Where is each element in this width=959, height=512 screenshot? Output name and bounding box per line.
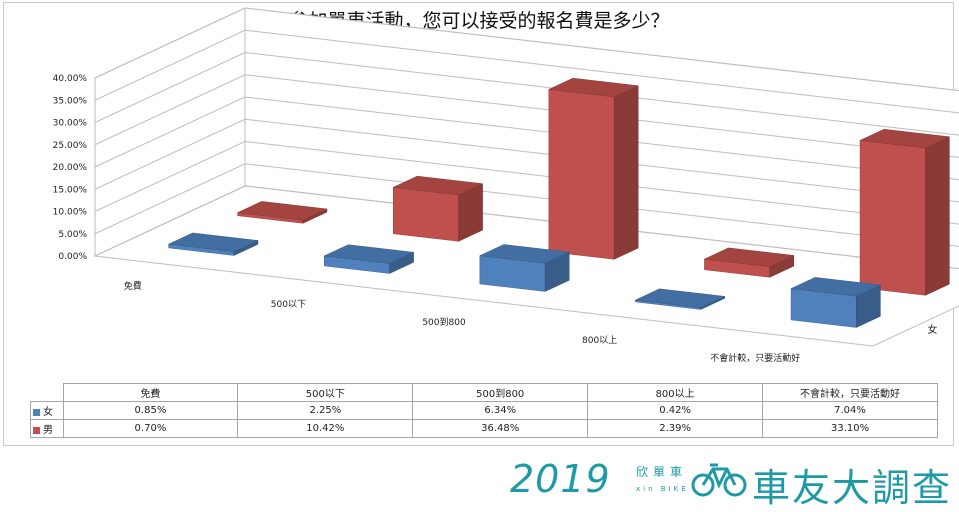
table-header-category: 不會計較，只要活動好 xyxy=(763,384,938,402)
x-tick-label: 不會計較，只要活動好 xyxy=(710,352,800,364)
table-cell: 10.42% xyxy=(238,420,413,438)
legend-swatch xyxy=(33,427,40,434)
table-series-label: 女 xyxy=(31,402,64,420)
footer-brand-zh: 欣單車 xyxy=(636,463,687,480)
x-tick-label: 500到800 xyxy=(422,316,466,328)
table-series-label: 男 xyxy=(31,420,64,438)
table-header-category: 免費 xyxy=(63,384,238,402)
y-tick-label: 25.00% xyxy=(53,141,88,151)
series-depth-label: 女 xyxy=(928,323,938,336)
table-cell: 0.85% xyxy=(63,402,238,420)
table-header-category: 800以上 xyxy=(588,384,763,402)
y-axis-ticks: 0.00% 5.00% 10.00% 15.00% 20.00% 25.00% 30.00%… xyxy=(53,74,88,262)
x-tick-label: 500以下 xyxy=(271,300,306,310)
table-cell: 2.39% xyxy=(588,420,763,438)
table-cell: 33.10% xyxy=(763,420,938,438)
bar-male-1 xyxy=(393,176,482,241)
chart-3d-plot: 0.00% 5.00% 10.00% 15.00% 20.00% 25.00% 30.00%… xyxy=(0,0,959,380)
y-tick-label: 30.00% xyxy=(53,119,88,129)
table-header-category: 500到800 xyxy=(413,384,588,402)
y-tick-label: 20.00% xyxy=(53,163,88,173)
y-tick-label: 5.00% xyxy=(58,230,87,240)
y-tick-label: 10.00% xyxy=(53,208,88,218)
table-cell: 7.04% xyxy=(763,402,938,420)
bar-female-2 xyxy=(480,245,569,292)
table-cell: 36.48% xyxy=(413,420,588,438)
y-tick-label: 0.00% xyxy=(58,252,87,262)
y-tick-label: 35.00% xyxy=(53,96,88,106)
y-tick-label: 40.00% xyxy=(53,74,88,84)
legend-swatch xyxy=(33,409,40,416)
table-header-category: 500以下 xyxy=(238,384,413,402)
table-cell: 0.42% xyxy=(588,402,763,420)
table-cell: 6.34% xyxy=(413,402,588,420)
x-tick-label: 免費 xyxy=(124,280,142,292)
footer-year: 2019 xyxy=(510,457,611,501)
footer-survey-title: 車友大調查 xyxy=(752,457,952,512)
footer-brand-en: xin BIKE xyxy=(636,485,689,493)
survey-footer-logo: 2019 欣單車 xin BIKE 車友大調查 xyxy=(510,455,955,505)
bar-female-4 xyxy=(791,277,880,327)
bar-male-4 xyxy=(860,129,949,295)
bicycle-icon xyxy=(690,461,748,497)
y-tick-label: 15.00% xyxy=(53,185,88,195)
table-cell: 0.70% xyxy=(63,420,238,438)
x-tick-label: 800以上 xyxy=(582,335,617,346)
table-cell: 2.25% xyxy=(238,402,413,420)
bar-male-2 xyxy=(549,78,638,259)
